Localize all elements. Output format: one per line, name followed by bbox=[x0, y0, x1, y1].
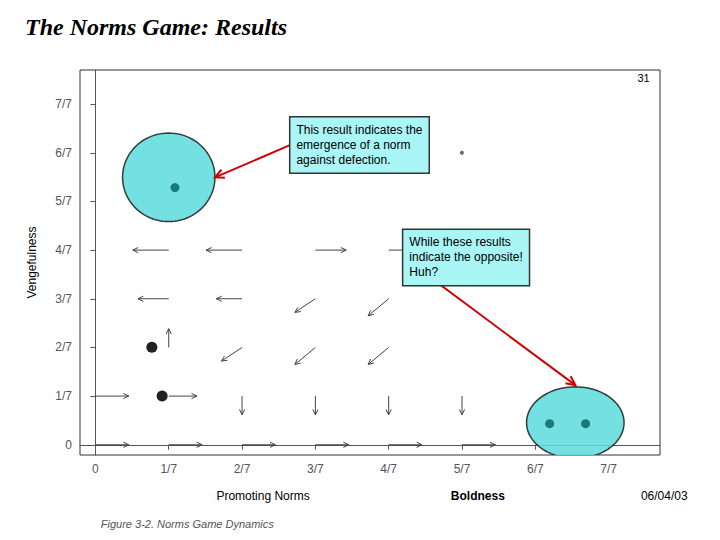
svg-text:1/7: 1/7 bbox=[160, 462, 177, 476]
svg-text:indicate the opposite!: indicate the opposite! bbox=[409, 250, 522, 264]
svg-text:Boldness: Boldness bbox=[451, 489, 505, 503]
svg-text:7/7: 7/7 bbox=[55, 97, 72, 111]
svg-text:6/7: 6/7 bbox=[55, 146, 72, 160]
svg-text:4/7: 4/7 bbox=[380, 462, 397, 476]
svg-text:3/7: 3/7 bbox=[307, 462, 324, 476]
svg-text:Promoting Norms: Promoting Norms bbox=[216, 489, 309, 503]
svg-text:Huh?: Huh? bbox=[409, 265, 438, 279]
svg-text:06/04/03: 06/04/03 bbox=[641, 489, 688, 503]
svg-text:While these results: While these results bbox=[409, 235, 510, 249]
svg-text:emergence of a norm: emergence of a norm bbox=[296, 138, 410, 152]
svg-text:3/7: 3/7 bbox=[55, 292, 72, 306]
svg-text:0: 0 bbox=[65, 438, 72, 452]
svg-text:2/7: 2/7 bbox=[55, 340, 72, 354]
svg-text:4/7: 4/7 bbox=[55, 243, 72, 257]
svg-text:The Norms Game: Results: The Norms Game: Results bbox=[25, 14, 287, 40]
svg-text:0: 0 bbox=[92, 462, 99, 476]
svg-text:2/7: 2/7 bbox=[234, 462, 251, 476]
svg-text:5/7: 5/7 bbox=[454, 462, 471, 476]
svg-text:Vengefulness: Vengefulness bbox=[25, 226, 39, 298]
svg-text:7/7: 7/7 bbox=[600, 462, 617, 476]
svg-text:against defection.: against defection. bbox=[296, 153, 390, 167]
svg-text:31: 31 bbox=[637, 72, 649, 84]
svg-text:1/7: 1/7 bbox=[55, 389, 72, 403]
svg-text:This result indicates the: This result indicates the bbox=[296, 123, 422, 137]
svg-text:5/7: 5/7 bbox=[55, 194, 72, 208]
svg-text:6/7: 6/7 bbox=[527, 462, 544, 476]
svg-text:Figure 3-2. Norms Game Dynamic: Figure 3-2. Norms Game Dynamics bbox=[101, 518, 274, 530]
